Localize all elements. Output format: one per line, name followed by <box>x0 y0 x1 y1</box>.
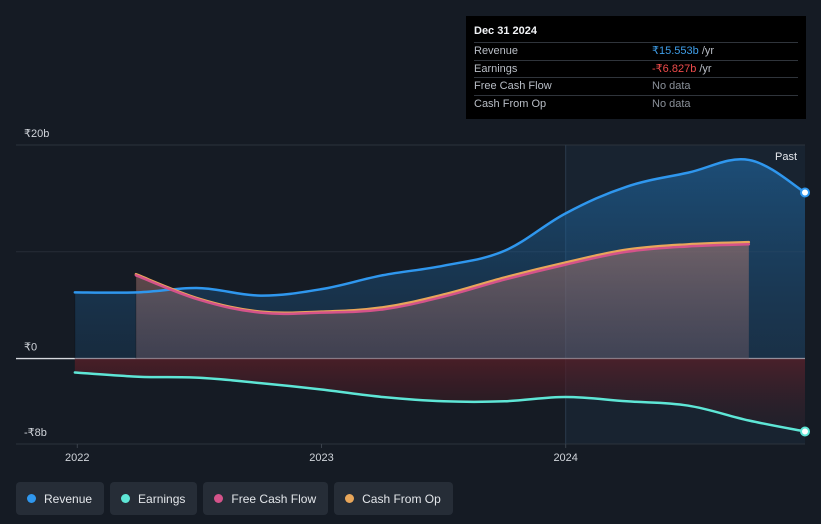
legend-item-cash-from-op[interactable]: Cash From Op <box>334 482 453 515</box>
y-tick-label: ₹20b <box>24 128 49 140</box>
x-tick-label: 2023 <box>309 452 333 464</box>
tooltip-date: Dec 31 2024 <box>474 25 537 37</box>
revenue-dot-icon <box>27 494 36 503</box>
revenue-end-point <box>800 187 810 198</box>
tooltip-row-label: Earnings <box>474 62 518 75</box>
series-lines <box>73 158 807 433</box>
y-tick-label: -₹8b <box>24 427 47 439</box>
earnings-end-point <box>800 426 810 437</box>
legend-label: Revenue <box>44 491 93 506</box>
free-cash-flow-line <box>134 243 751 316</box>
tooltip: Dec 31 2024 Revenue ₹15.553b /yr Earning… <box>466 16 806 119</box>
x-tick-label: 2024 <box>553 452 577 464</box>
tooltip-row-value: No data <box>652 97 691 110</box>
cash-from-op-area <box>135 242 749 359</box>
earnings-line <box>73 371 807 433</box>
past-label: Past <box>775 151 797 163</box>
series-areas <box>74 159 806 432</box>
x-tick-label: 2022 <box>65 452 89 464</box>
tooltip-row-value: ₹15.553b /yr <box>652 45 715 57</box>
legend-label: Cash From Op <box>362 491 441 506</box>
y-tick-label: ₹0 <box>24 342 37 354</box>
tooltip-row-label: Free Cash Flow <box>474 80 552 92</box>
legend-item-earnings[interactable]: Earnings <box>110 482 198 515</box>
tooltip-row-earnings: Earnings -₹6.827b /yr <box>474 59 798 78</box>
earnings-dot-icon <box>121 494 131 503</box>
legend: Revenue Earnings Free Cash Flow Cash Fro… <box>16 482 453 515</box>
tooltip-row-free-cash-flow: Free Cash Flow No data <box>474 77 798 95</box>
tooltip-row-value: -₹6.827b /yr <box>652 62 712 75</box>
legend-label: Earnings <box>138 491 186 506</box>
tooltip-row-cash-from-op: Cash From Op No data <box>474 94 798 113</box>
cash-from-op-dot-icon <box>345 494 355 503</box>
series-end-markers <box>800 187 810 437</box>
earnings-area <box>74 358 806 432</box>
free-cash-flow-dot-icon <box>214 494 224 503</box>
legend-item-revenue[interactable]: Revenue <box>16 482 105 515</box>
tooltip-row-label: Revenue <box>474 45 519 57</box>
y-axis-ticks: ₹20b ₹0 -₹8b <box>24 128 49 439</box>
x-axis-ticks: 2022 2023 2024 <box>65 444 578 464</box>
legend-label: Free Cash Flow <box>231 491 317 506</box>
tooltip-row-value: No data <box>652 80 691 92</box>
legend-item-free-cash-flow[interactable]: Free Cash Flow <box>203 482 329 515</box>
tooltip-row-revenue: Revenue ₹15.553b /yr <box>474 42 798 60</box>
tooltip-row-label: Cash From Op <box>474 97 547 110</box>
revenue-line <box>73 158 807 297</box>
